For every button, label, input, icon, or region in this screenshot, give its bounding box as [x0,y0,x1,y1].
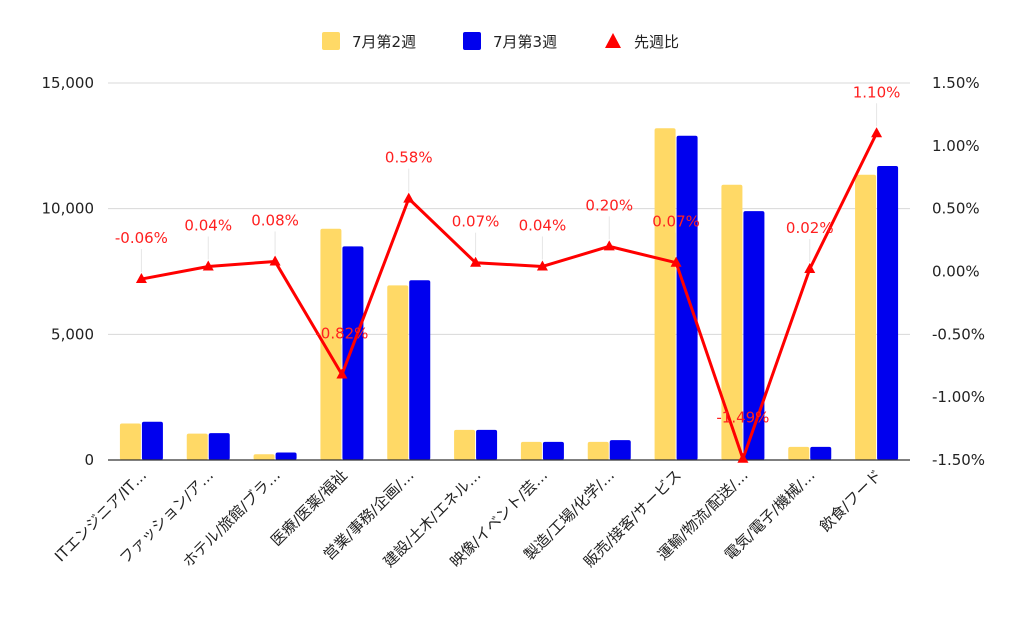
bar-week2 [320,228,342,460]
ratio-marker [202,260,214,271]
bar-week2 [119,423,141,460]
ratio-marker [135,273,147,284]
right-axis: -1.50% -1.00% -0.50% 0.00% 0.50% 1.00% 1.50% [932,74,985,469]
bar-week3 [342,246,364,460]
bar-week3 [542,441,564,460]
legend-label: 先週比 [634,33,679,51]
ratio-marker [269,255,281,266]
bar-week2 [253,454,275,460]
bar-week2 [788,446,810,460]
bar-week3 [743,211,765,460]
bar-week3 [609,440,631,460]
ratio-data-label: 0.08% [251,211,299,229]
legend-swatch [322,32,340,50]
bar-week3 [810,446,832,460]
gridlines [108,82,910,335]
bar-week3 [208,433,230,460]
bar-week2 [855,174,877,460]
right-tick-label: 1.50% [932,74,980,92]
ratio-marker [336,368,348,379]
ratio-marker [603,240,615,251]
right-tick-label: 1.00% [932,137,980,155]
ratio-line: -0.06% 0.04% 0.08% -0.82% 0.58% 0.07% 0.04% 0.2… [115,83,901,463]
bar-week2 [654,128,676,461]
bar-week2 [186,433,208,460]
legend-swatch [605,33,621,48]
ratio-data-label: 0.07% [652,213,700,231]
bars [108,128,910,461]
bar-week3 [141,421,163,460]
legend-label: 7月第3週 [493,33,557,51]
bar-week3 [409,280,431,460]
right-tick-label: -0.50% [932,325,985,343]
right-tick-label: -1.50% [932,451,985,469]
bar-week2 [520,441,542,460]
left-tick-label: 10,000 [42,200,95,218]
ratio-line-path [141,132,878,461]
ratio-data-label: 0.02% [786,219,834,237]
left-axis: 0 5,000 10,000 15,000 [42,74,95,469]
bar-week2 [587,441,609,460]
bar-week2 [721,184,743,461]
legend: 7月第2週 7月第3週 先週比 [322,32,679,51]
bar-week2 [387,285,409,460]
ratio-data-label: -0.82% [315,325,368,343]
ratio-marker [470,256,482,267]
category-labels: ITエンジニア/IT…ファッション/ア…ホテル/旅館/ブラ…医療/医薬/福祉営業… [51,466,885,571]
left-tick-label: 15,000 [42,74,95,92]
ratio-data-label: 0.04% [519,216,567,234]
ratio-marker [536,260,548,271]
category-label: 飲食/フード [816,466,885,535]
ratio-marker [804,262,816,273]
bar-week3 [877,165,899,460]
right-tick-label: -1.00% [932,388,985,406]
bar-week3 [275,452,297,460]
ratio-data-label: 0.04% [184,216,232,234]
ratio-data-label: 0.58% [385,149,433,167]
legend-swatch [463,32,481,50]
ratio-data-label: 0.07% [452,213,500,231]
right-tick-label: 0.50% [932,200,980,218]
ratio-data-label: 0.20% [585,196,633,214]
ratio-marker [737,452,749,463]
bar-week3 [476,429,498,460]
ratio-data-label: -1.49% [716,409,769,427]
legend-label: 7月第2週 [352,33,416,51]
ratio-data-label: 1.10% [853,83,901,101]
ratio-marker [403,192,415,203]
bar-week2 [454,429,476,460]
ratio-data-label: -0.06% [115,229,168,247]
right-tick-label: 0.00% [932,263,980,281]
left-tick-label: 5,000 [51,325,94,343]
ratio-marker [871,127,883,138]
ratio-marker [670,256,682,267]
left-tick-label: 0 [84,451,94,469]
